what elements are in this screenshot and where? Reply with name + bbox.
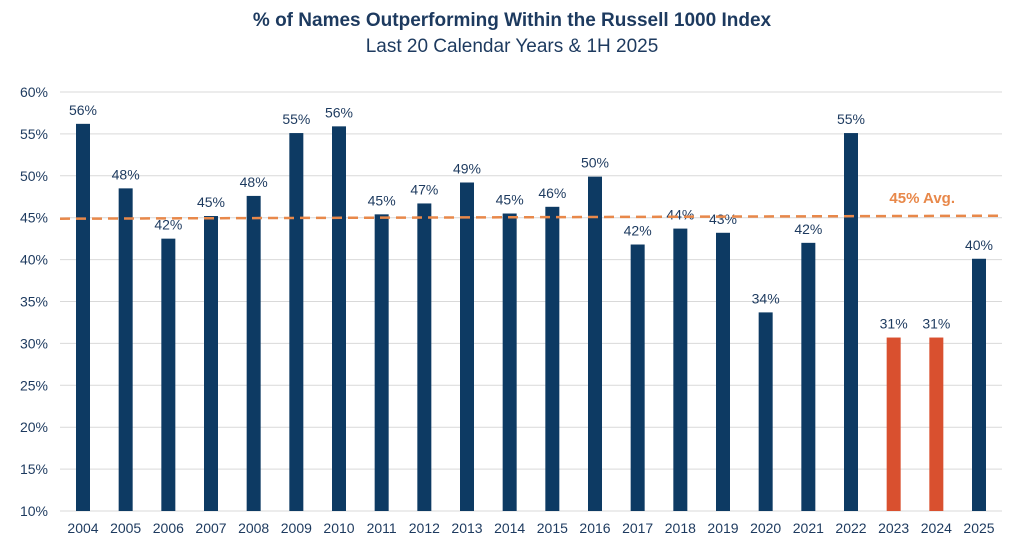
x-tick-label: 2007: [195, 520, 226, 536]
data-label-2024: 31%: [922, 316, 950, 332]
bar-2013: [460, 182, 474, 511]
chart-title: % of Names Outperforming Within the Russ…: [252, 10, 772, 31]
bar-2010: [332, 126, 346, 511]
x-tick-label: 2008: [238, 520, 269, 536]
x-tick-label: 2014: [494, 520, 525, 536]
average-line: [59, 214, 1003, 220]
y-tick-label: 15%: [20, 461, 48, 477]
bar-2009: [289, 133, 304, 511]
data-label-2019: 43%: [709, 211, 737, 227]
data-label-2004: 56%: [69, 102, 97, 118]
bar-2019: [716, 232, 730, 511]
bar-2012: [417, 203, 432, 512]
x-tick-label: 2006: [153, 520, 184, 536]
average-label: 45% Avg.: [889, 190, 955, 207]
x-tick-label: 2011: [367, 520, 397, 536]
x-tick-label: 2022: [835, 520, 866, 536]
average-overlay: 45% Avg.: [59, 190, 1003, 220]
x-tick-label: 2018: [665, 520, 696, 536]
data-label-2009: 55%: [282, 111, 310, 127]
data-label-2021: 42%: [794, 221, 822, 237]
data-label-2016: 50%: [581, 155, 609, 171]
x-tick-label: 2024: [921, 520, 952, 536]
y-tick-label: 35%: [20, 294, 48, 310]
x-tick-label: 2005: [110, 520, 141, 536]
data-label-2011: 45%: [368, 192, 396, 208]
y-tick-label: 40%: [20, 252, 48, 268]
x-tick-label: 2010: [323, 520, 354, 536]
y-tick-label: 20%: [20, 419, 48, 435]
y-tick-label: 30%: [20, 335, 48, 351]
data-label-2025: 40%: [965, 237, 993, 253]
bars: [76, 123, 986, 512]
bar-2020: [758, 312, 773, 511]
bar-2005: [118, 188, 133, 511]
y-tick-label: 10%: [20, 503, 48, 519]
bar-2017: [630, 244, 645, 512]
x-tick-label: 2009: [281, 520, 312, 536]
bar-2006: [161, 238, 176, 511]
data-label-2014: 45%: [496, 192, 524, 208]
x-axis: 2004 2005 2006 2007 2008 2009 2010 2011 2012 2013…: [67, 520, 994, 536]
data-label-2015: 46%: [538, 185, 566, 201]
bar-2008: [246, 195, 261, 512]
bar-2023: [886, 337, 901, 511]
bar-2021: [801, 242, 816, 511]
data-label-2020: 34%: [752, 290, 780, 306]
bar-2016: [588, 176, 602, 511]
y-tick-label: 45%: [20, 210, 48, 226]
bar-2007: [204, 216, 218, 512]
x-tick-label: 2025: [963, 520, 994, 536]
x-tick-label: 2004: [67, 520, 98, 536]
bar-2011: [374, 214, 389, 511]
x-tick-label: 2016: [579, 520, 610, 536]
bar-2004: [76, 123, 90, 512]
x-tick-label: 2013: [451, 520, 482, 536]
data-labels: 56% 48% 42% 45% 48% 55% 56% 45% 47% 49% 45% 46% 50% 4…: [69, 102, 993, 332]
bar-2015: [545, 206, 560, 511]
bar-2025: [972, 258, 986, 511]
data-label-2008: 48%: [240, 174, 268, 190]
grid-lines: [60, 91, 1002, 512]
data-label-2010: 56%: [325, 104, 353, 120]
data-label-2012: 47%: [410, 181, 438, 197]
bar-2014: [502, 213, 517, 511]
y-tick-label: 60%: [20, 84, 48, 100]
x-tick-label: 2023: [878, 520, 909, 536]
data-label-2013: 49%: [453, 161, 481, 177]
data-label-2022: 55%: [837, 111, 865, 127]
chart-subtitle: Last 20 Calendar Years & 1H 2025: [365, 36, 659, 57]
data-label-2023: 31%: [880, 316, 908, 332]
x-tick-label: 2015: [537, 520, 568, 536]
data-label-2006: 42%: [154, 217, 182, 233]
data-label-2005: 48%: [112, 166, 140, 182]
data-label-2017: 42%: [624, 223, 652, 239]
y-tick-label: 55%: [20, 126, 48, 142]
y-axis: 10% 15% 20% 25% 30% 35% 40% 45% 50% 55% 60%: [20, 84, 48, 519]
x-tick-label: 2020: [750, 520, 781, 536]
bar-2024: [929, 337, 944, 511]
bar-2022: [844, 133, 858, 511]
x-tick-label: 2019: [707, 520, 738, 536]
y-tick-label: 50%: [20, 168, 48, 184]
x-tick-label: 2017: [622, 520, 653, 536]
x-tick-label: 2021: [793, 520, 824, 536]
y-tick-label: 25%: [20, 377, 48, 393]
data-label-2018: 44%: [666, 207, 694, 223]
data-label-2007: 45%: [197, 194, 225, 210]
x-tick-label: 2012: [409, 520, 440, 536]
bar-2018: [673, 228, 688, 511]
